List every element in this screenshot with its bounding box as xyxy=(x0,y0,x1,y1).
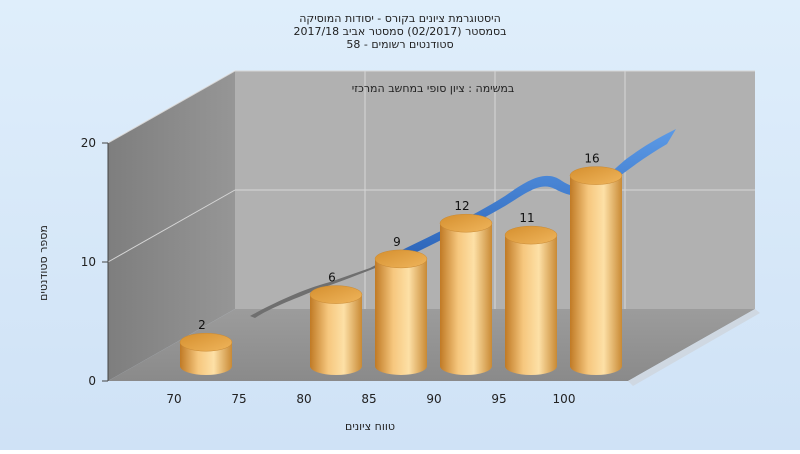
bar-top xyxy=(504,225,558,245)
y-tick-label: 20 xyxy=(81,136,96,150)
bar: 9 xyxy=(374,235,428,375)
x-tick-label: 80 xyxy=(296,392,311,406)
bar-value-label: 16 xyxy=(584,152,599,166)
bar-value-label: 12 xyxy=(454,199,469,213)
bar-body xyxy=(375,258,427,375)
bar-value-label: 2 xyxy=(198,318,206,332)
bar-body xyxy=(505,235,557,375)
y-axis-ticks: 0 10 20 xyxy=(81,136,108,388)
y-axis-label: מספר סטודנטים xyxy=(37,225,50,301)
bar-top xyxy=(374,249,428,269)
bar: 6 xyxy=(309,271,363,375)
y-tick-label: 10 xyxy=(81,255,96,269)
grid-lines xyxy=(107,70,755,309)
bar: 11 xyxy=(504,211,558,375)
bar-value-label: 6 xyxy=(328,271,336,285)
bar-top xyxy=(439,213,493,233)
bar-body xyxy=(570,175,622,375)
title-line-2: בסמסטר (02/2017) סמסטר אביב 2017/18 xyxy=(293,25,506,38)
title-line-3: סטודנטים רשומים - 58 xyxy=(346,38,453,51)
floor-right-bevel xyxy=(628,309,760,386)
title-line-1: היסטוגרמת ציונים בקורס - יסודות המוסיקה xyxy=(299,12,501,25)
bar: 2 xyxy=(179,318,233,375)
bar-body xyxy=(440,223,492,375)
x-axis-label: טווח ציונים xyxy=(345,420,395,433)
x-tick-label: 95 xyxy=(491,392,506,406)
bar-value-label: 11 xyxy=(519,211,534,225)
x-axis-ticks: 70 75 80 85 90 95 100 xyxy=(166,392,575,406)
grid-line-left xyxy=(107,189,236,263)
bar-top xyxy=(309,285,363,304)
bar-series: 2 6 9 12 11 16 xyxy=(179,152,623,375)
y-tick-label: 0 xyxy=(88,374,96,388)
x-tick-label: 100 xyxy=(553,392,576,406)
x-tick-label: 70 xyxy=(166,392,181,406)
bar-top xyxy=(179,332,233,352)
bar: 16 xyxy=(569,152,623,375)
bar: 12 xyxy=(439,199,493,375)
bar-top xyxy=(569,166,623,185)
bar-body xyxy=(310,294,362,375)
bar-value-label: 9 xyxy=(393,235,401,249)
bar-body xyxy=(180,342,232,375)
x-tick-label: 75 xyxy=(231,392,246,406)
chart-title: היסטוגרמת ציונים בקורס - יסודות המוסיקה … xyxy=(293,12,506,51)
chart-subtitle: במשימה : ציון סופי במחשב המרכזי xyxy=(352,82,515,95)
x-tick-label: 85 xyxy=(361,392,376,406)
x-tick-label: 90 xyxy=(426,392,441,406)
grid-line-left xyxy=(107,70,236,144)
